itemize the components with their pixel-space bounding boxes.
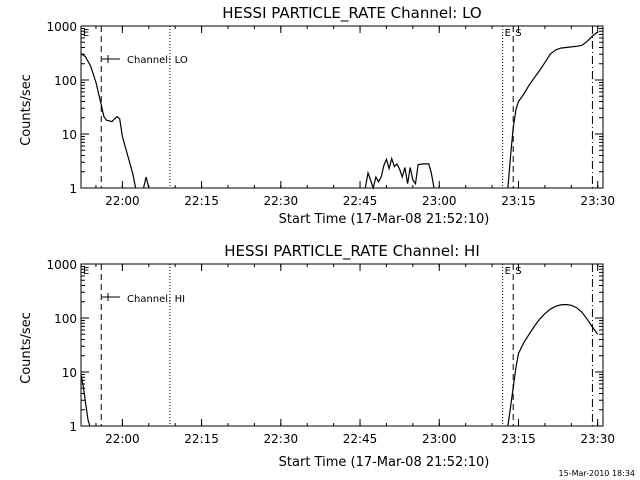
series-line (507, 303, 599, 427)
timestamp-footer: 15-Mar-2010 18:34 (559, 469, 636, 478)
event-marker-label: E (83, 28, 89, 39)
x-tick-label: 22:45 (343, 432, 378, 446)
legend-label: Channel: HI (127, 294, 185, 305)
y-tick-label: 100 (54, 74, 77, 88)
series-line (142, 176, 150, 189)
chart-title: HESSI PARTICLE_RATE Channel: LO (222, 4, 481, 23)
plot-marks: 22:00 22:15 22:30 22:45 23:00 23:15 23:30 1 10 10… (46, 258, 615, 446)
series-line (80, 53, 137, 189)
x-tick-label: 23:15 (501, 432, 536, 446)
y-tick-label: 10 (62, 128, 77, 142)
event-marker-label: E (505, 28, 511, 39)
x-axis-label: Start Time (17-Mar-08 21:52:10) (279, 455, 490, 470)
x-tick-label: 22:00 (105, 432, 140, 446)
x-tick-label: 22:45 (343, 194, 378, 208)
y-tick-label: 1000 (46, 258, 77, 272)
x-axis-label: Start Time (17-Mar-08 21:52:10) (279, 212, 490, 227)
x-tick-label: 22:15 (184, 432, 219, 446)
x-tick-label: 23:00 (422, 194, 457, 208)
series-line (80, 374, 91, 427)
x-tick-label: 23:00 (422, 432, 457, 446)
x-tick-label: 23:30 (580, 432, 615, 446)
x-tick-label: 22:30 (264, 432, 299, 446)
y-tick-label: 100 (54, 312, 77, 326)
chart-title: HESSI PARTICLE_RATE Channel: HI (224, 242, 480, 261)
y-tick-label: 1 (69, 182, 77, 196)
y-tick-label: 10 (62, 366, 77, 380)
y-axis-label: Counts/sec (19, 74, 34, 146)
event-marker-label: E (83, 266, 89, 277)
y-tick-label: 1 (69, 420, 77, 434)
event-marker-label: S (515, 266, 521, 277)
legend-label: Channel: LO (127, 55, 188, 66)
hi-channel-panel: HESSI PARTICLE_RATE Channel: HI Start Ti… (19, 242, 615, 470)
event-marker-label: E (505, 266, 511, 277)
x-tick-label: 22:30 (264, 194, 299, 208)
plot-frame (80, 25, 604, 189)
plot-marks: 22:00 22:15 22:30 22:45 23:00 23:15 23:30 1 10 10… (46, 20, 615, 208)
series-line (507, 31, 599, 189)
series-line (364, 156, 435, 191)
x-tick-label: 22:15 (184, 194, 219, 208)
lo-channel-panel: HESSI PARTICLE_RATE Channel: LO Start Ti… (19, 4, 615, 227)
x-tick-label: 22:00 (105, 194, 140, 208)
x-tick-label: 23:30 (580, 194, 615, 208)
y-tick-label: 1000 (46, 20, 77, 34)
y-axis-label: Counts/sec (19, 312, 34, 384)
plot-frame (80, 263, 604, 427)
event-marker-label: S (515, 28, 521, 39)
x-tick-label: 23:15 (501, 194, 536, 208)
